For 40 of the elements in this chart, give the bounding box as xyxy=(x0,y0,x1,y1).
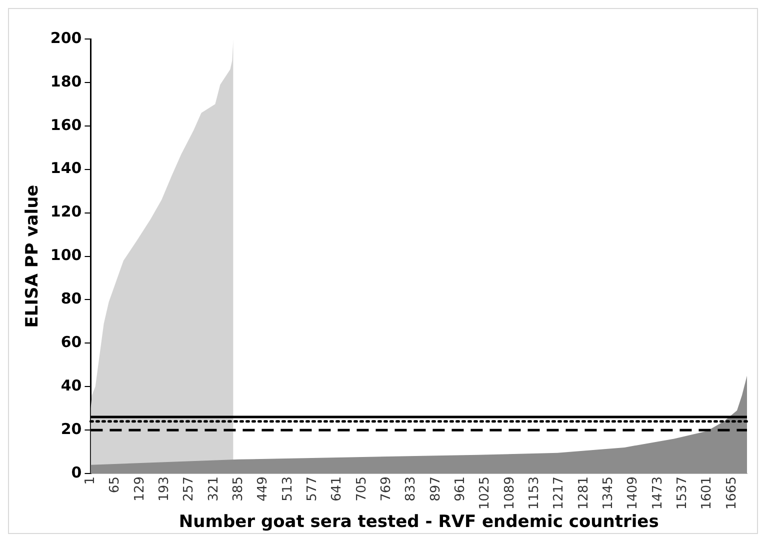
x-tick-label: 705 xyxy=(354,476,370,502)
y-tick-label: 160 xyxy=(50,116,82,134)
x-tick-label: 1537 xyxy=(675,476,690,510)
x-tick-label: 1473 xyxy=(650,476,666,510)
x-tick-label: 321 xyxy=(206,476,222,502)
y-tick-label: 140 xyxy=(50,159,82,178)
x-tick-label: 257 xyxy=(182,476,197,502)
x-tick-label: 961 xyxy=(453,476,468,502)
x-tick-label: 1153 xyxy=(527,476,542,510)
x-tick-label: 193 xyxy=(157,476,172,502)
x-tick-label: 833 xyxy=(404,476,419,502)
x-tick-label: 1217 xyxy=(552,476,567,510)
x-tick-label: 1025 xyxy=(478,476,493,510)
y-tick-label: 60 xyxy=(60,333,82,352)
x-tick-label: 897 xyxy=(428,476,444,502)
x-tick-label: 1089 xyxy=(502,476,518,510)
y-tick-label: 20 xyxy=(60,420,82,438)
y-tick-label: 100 xyxy=(50,246,82,264)
y-tick-label: 200 xyxy=(50,28,82,47)
x-tick-label: 641 xyxy=(330,476,345,502)
x-tick-label: 385 xyxy=(231,476,246,502)
y-tick-label: 0 xyxy=(71,463,82,482)
y-tick-label: 80 xyxy=(60,290,82,308)
x-tick-label: 1665 xyxy=(724,476,740,510)
x-tick-label: 513 xyxy=(280,476,296,502)
x-tick-label: 129 xyxy=(132,476,148,502)
x-tick-label: 1345 xyxy=(601,476,616,510)
x-tick-label: 1409 xyxy=(626,476,641,510)
y-axis-title: ELISA PP value xyxy=(22,184,43,328)
y-tick-label: 40 xyxy=(60,376,82,395)
x-tick-label: 769 xyxy=(379,476,394,502)
x-tick-label: 1 xyxy=(83,476,98,485)
x-tick-label: 1601 xyxy=(700,476,715,510)
x-axis-title: Number goat sera tested - RVF endemic countries xyxy=(178,512,659,532)
y-tick-label: 120 xyxy=(50,202,82,221)
x-tick-label: 449 xyxy=(256,476,271,502)
x-tick-label: 577 xyxy=(305,476,320,502)
x-tick-label: 1281 xyxy=(576,476,592,510)
y-tick-label: 180 xyxy=(50,72,82,90)
x-tick-label: 65 xyxy=(108,476,123,494)
